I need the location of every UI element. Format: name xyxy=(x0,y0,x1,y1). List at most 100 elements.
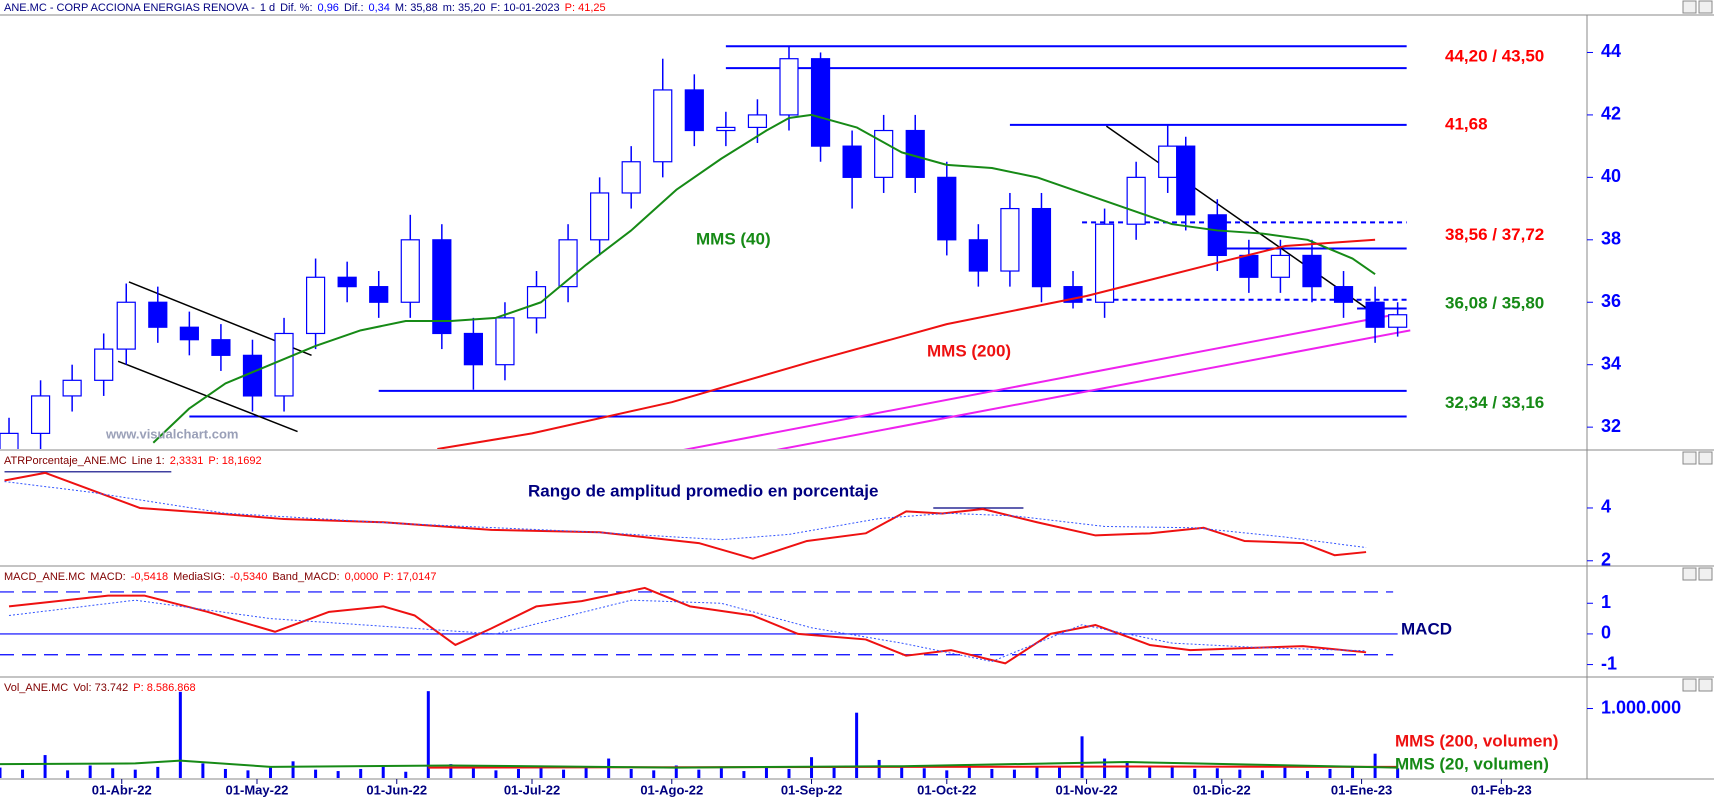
candle-body xyxy=(369,286,389,303)
trendline xyxy=(1105,125,1381,318)
header-part: Band_MACD: xyxy=(272,571,339,583)
volume-bar xyxy=(832,767,836,778)
volume-bar xyxy=(516,768,520,778)
volume-bar xyxy=(21,769,25,778)
x-tick-label: 01-Abr-22 xyxy=(92,782,152,797)
candle-body xyxy=(621,161,641,194)
candle-body xyxy=(1176,145,1196,216)
candle-body xyxy=(463,332,483,366)
header-part: F: 10-01-2023 xyxy=(491,2,560,14)
volume-bar xyxy=(742,771,746,778)
maximize-button[interactable] xyxy=(1698,0,1713,14)
volume-bar xyxy=(201,763,205,778)
volume-bar xyxy=(426,691,430,778)
volume-bar xyxy=(223,768,227,778)
volume-bar xyxy=(291,761,295,778)
header-part: -0,5340 xyxy=(230,571,267,583)
volume-bar xyxy=(1170,765,1174,778)
header-part: P: 8.586.868 xyxy=(133,682,195,694)
header-part: 0,96 xyxy=(318,2,339,14)
series-line xyxy=(0,759,1398,769)
candle-body xyxy=(779,58,799,116)
y-tick-label: 34 xyxy=(1601,353,1621,373)
candle-body xyxy=(1158,145,1178,178)
series-line xyxy=(4,471,1367,560)
candle-body xyxy=(1302,254,1322,288)
volume-bar xyxy=(1260,770,1264,778)
volume-bar xyxy=(269,767,273,778)
minimize-button[interactable] xyxy=(1682,451,1697,465)
volume-bar xyxy=(697,769,701,778)
candle-body xyxy=(1270,254,1291,278)
candle-body xyxy=(0,432,19,449)
annotation: Rango de amplitud promedio en porcentaje xyxy=(528,481,878,500)
volume-bar xyxy=(1396,768,1400,778)
volume-bar xyxy=(787,768,791,778)
level-label: 44,20 / 43,50 xyxy=(1445,47,1544,66)
series-line xyxy=(437,238,1376,449)
volume-bar xyxy=(1125,762,1129,778)
candle-body xyxy=(526,286,547,319)
window-buttons xyxy=(1682,0,1713,692)
volume-bar xyxy=(0,767,2,778)
candle-body xyxy=(94,348,114,381)
volume-bar xyxy=(855,712,859,778)
volume-bar xyxy=(1373,753,1377,778)
volume-bar xyxy=(584,767,588,778)
volume-bar xyxy=(922,768,926,778)
level-label: 32,34 / 33,16 xyxy=(1445,393,1544,412)
maximize-button[interactable] xyxy=(1698,451,1713,465)
minimize-button[interactable] xyxy=(1682,0,1697,14)
volume-bar xyxy=(1305,771,1309,778)
annotation: MACD xyxy=(1401,619,1452,638)
volume-bar xyxy=(449,764,453,778)
y-tick-label: 40 xyxy=(1601,166,1621,186)
header-part: MACD_ANE.MC xyxy=(4,571,85,583)
x-tick-label: 01-Dic-22 xyxy=(1193,782,1251,797)
header-part: Vol: 73.742 xyxy=(73,682,128,694)
panel-header: MACD_ANE.MC MACD: -0,5418 MediaSIG: -0,5340 B… xyxy=(4,571,436,583)
volume-bar xyxy=(359,768,363,778)
candle-body xyxy=(1365,301,1385,328)
volume-bar xyxy=(674,765,678,778)
candle-body xyxy=(495,317,515,366)
volume-bar xyxy=(967,764,971,778)
candle-body xyxy=(62,379,82,397)
y-tick-label: 36 xyxy=(1601,291,1621,311)
y-tick-label: 4 xyxy=(1601,497,1611,517)
volume-bar xyxy=(471,768,475,778)
plot-area xyxy=(0,586,1398,665)
y-tick-label: 42 xyxy=(1601,104,1621,124)
candle-body xyxy=(1031,207,1052,288)
annotation: www.visualchart.com xyxy=(105,426,238,441)
candle-body xyxy=(716,126,736,132)
header-part: P: 17,0147 xyxy=(383,571,436,583)
candle-body xyxy=(148,301,168,328)
series-line xyxy=(152,113,1376,444)
x-tick-label: 01-Sep-22 xyxy=(781,782,842,797)
minimize-button[interactable] xyxy=(1682,678,1697,692)
volume-bar xyxy=(1080,736,1084,778)
header-part: 0,0000 xyxy=(345,571,379,583)
panel-header: ATRPorcentaje_ANE.MC Line 1: 2,3331 P: 18,1… xyxy=(4,455,262,467)
y-tick-label: 32 xyxy=(1601,416,1621,436)
x-tick-label: 01-Ene-23 xyxy=(1331,782,1392,797)
candle-body xyxy=(747,114,768,129)
x-tick-label: 01-May-22 xyxy=(226,782,289,797)
maximize-button[interactable] xyxy=(1698,567,1713,581)
header-part: -0,5418 xyxy=(131,571,168,583)
series-line xyxy=(8,599,1367,663)
level-label: 36,08 / 35,80 xyxy=(1445,294,1544,313)
header-part: M: 35,88 xyxy=(395,2,438,14)
trendline xyxy=(776,329,1411,449)
volume-bar xyxy=(178,691,182,778)
header-part: Dif.: xyxy=(344,2,364,14)
minimize-button[interactable] xyxy=(1682,567,1697,581)
maximize-button[interactable] xyxy=(1698,678,1713,692)
candle-body xyxy=(30,395,51,434)
candle-body xyxy=(937,176,957,241)
y-tick-label: -1 xyxy=(1601,653,1617,673)
header-part: ATRPorcentaje_ANE.MC xyxy=(4,455,127,467)
volume-bar xyxy=(562,769,566,778)
